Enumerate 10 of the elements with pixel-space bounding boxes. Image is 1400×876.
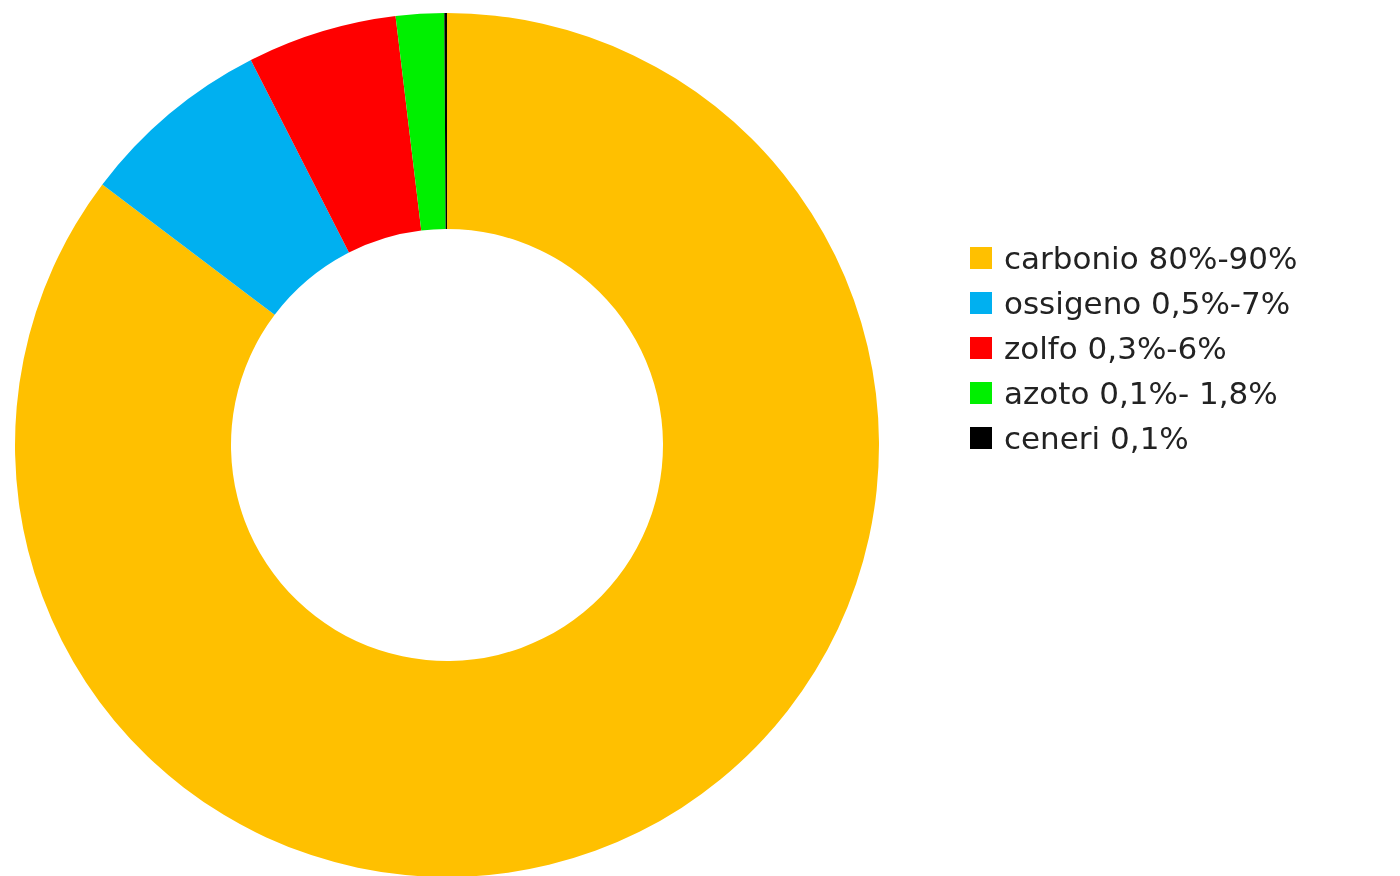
legend-label: azoto 0,1%- 1,8% [1004, 374, 1278, 411]
donut-slice [395, 13, 446, 231]
legend-label: carbonio 80%-90% [1004, 239, 1298, 276]
donut-slice [444, 13, 447, 229]
legend-label: ceneri 0,1% [1004, 419, 1189, 456]
donut-slice [250, 16, 422, 253]
donut-slice [15, 13, 879, 876]
legend-label: ossigeno 0,5%-7% [1004, 284, 1291, 321]
donut-slice [102, 60, 349, 315]
legend-label: zolfo 0,3%-6% [1004, 329, 1227, 366]
